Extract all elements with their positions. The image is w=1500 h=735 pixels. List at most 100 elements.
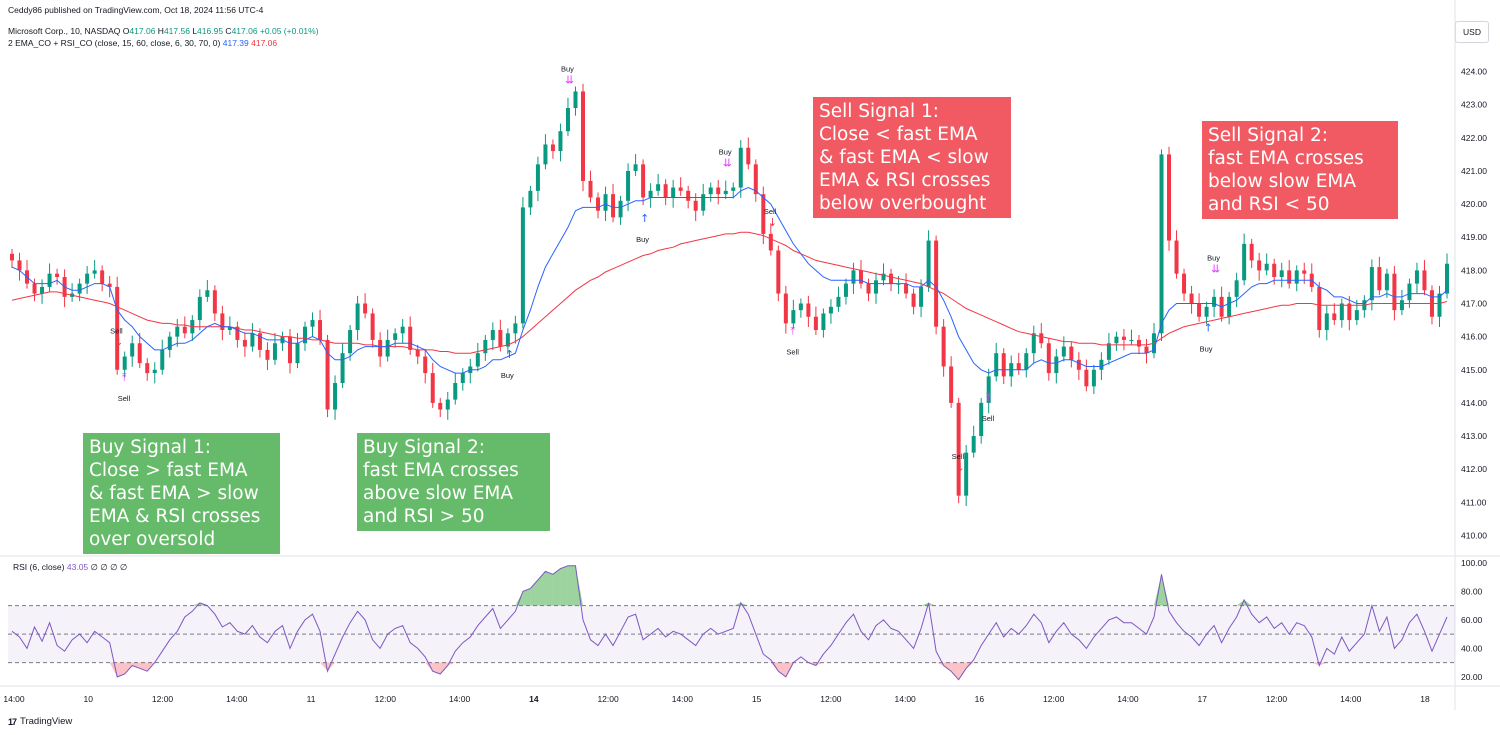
rsi-oversold-fill <box>447 662 456 666</box>
note-line: & fast EMA > slow <box>89 483 259 504</box>
candle-body <box>723 190 728 195</box>
tradingview-brand[interactable]: 17 TradingView <box>8 716 72 727</box>
candle-body <box>543 144 548 165</box>
candle-body <box>949 366 954 403</box>
candle-body <box>310 320 315 327</box>
candle-body <box>1339 303 1344 321</box>
candle-body <box>1279 270 1284 277</box>
candle-body <box>701 194 706 211</box>
candle-body <box>889 273 894 284</box>
time-tick-label: 14:00 <box>226 694 248 704</box>
candle-body <box>1234 280 1239 297</box>
price-tick-label: 416.00 <box>1461 332 1487 342</box>
time-tick-label: 14:00 <box>1340 694 1362 704</box>
symbol-legend[interactable]: Microsoft Corp., 10, NASDAQ O417.06 H417… <box>8 26 319 36</box>
candle-body <box>1369 267 1374 301</box>
indicator-legend[interactable]: 2 EMA_CO + RSI_CO (close, 15, 60, close,… <box>8 38 277 48</box>
time-tick-label: 12:00 <box>152 694 174 704</box>
candle-body <box>85 273 90 284</box>
candle-body <box>1294 270 1299 284</box>
candle-body <box>558 131 563 152</box>
candle-body <box>160 349 165 370</box>
fast-ema-line <box>11 186 1448 374</box>
candle-body <box>1001 353 1006 377</box>
buy-signal-label: Buy <box>501 371 514 380</box>
candle-body <box>693 200 698 211</box>
note-line: Close > fast EMA <box>89 460 248 481</box>
rsi-oversold-fill <box>958 662 967 680</box>
ohlc-high-value: 417.56 <box>163 26 190 36</box>
note-line: Buy Signal 1: <box>89 437 211 458</box>
rsi-oversold-fill <box>425 662 433 672</box>
tradingview-logo-icon: 17 <box>8 716 17 727</box>
note-line: and RSI > 50 <box>363 506 485 527</box>
time-tick-label: 17 <box>1197 694 1207 704</box>
price-tick-label: 424.00 <box>1461 67 1487 77</box>
candle-body <box>626 170 631 201</box>
note-line: Buy Signal 2: <box>363 437 485 458</box>
candle-body <box>866 283 871 294</box>
time-tick-label: 11 <box>307 694 316 704</box>
buy-signal-label: Buy <box>719 147 732 156</box>
candle-body <box>1167 154 1172 241</box>
candle-body <box>964 452 969 496</box>
indicator-name: 2 EMA_CO + RSI_CO (close, 15, 60, close,… <box>8 38 221 48</box>
price-tick-label: 420.00 <box>1461 199 1487 209</box>
rsi-oversold-fill <box>327 662 336 672</box>
price-tick-label: 422.00 <box>1461 133 1487 143</box>
candle-body <box>17 260 22 271</box>
rsi-legend[interactable]: RSI (6, close) 43.05 ∅ ∅ ∅ ∅ <box>13 562 127 573</box>
rsi-tick-label: 20.00 <box>1461 672 1483 682</box>
candle-body <box>47 273 52 287</box>
sell-signal-label: Sell <box>786 348 799 357</box>
rsi-extras: ∅ ∅ ∅ ∅ <box>90 562 128 572</box>
buy-signal-label: Buy <box>636 235 649 244</box>
rsi-overbought-fill <box>928 602 937 606</box>
candle-body <box>1197 303 1202 317</box>
candle-body <box>821 313 826 331</box>
note-line: fast EMA crosses <box>363 460 519 481</box>
candle-body <box>550 144 555 152</box>
rsi-oversold-fill <box>432 662 441 675</box>
candle-body <box>656 184 661 191</box>
candle-body <box>505 333 510 347</box>
candle-body <box>926 240 931 287</box>
candle-body <box>1144 346 1149 354</box>
buy-signal-label: Buy <box>561 65 574 74</box>
time-tick-label: 12:00 <box>820 694 842 704</box>
rsi-overbought-fill <box>522 588 531 606</box>
note-line: fast EMA crosses <box>1208 148 1364 169</box>
candle-body <box>333 383 338 410</box>
candle-body <box>1287 270 1292 284</box>
candle-body <box>904 283 909 294</box>
candle-body <box>1212 296 1217 307</box>
candle-body <box>708 187 713 195</box>
time-tick-label: 14:00 <box>672 694 694 704</box>
candle-body <box>145 363 150 374</box>
candle-body <box>686 190 691 201</box>
time-tick-label: 12:00 <box>597 694 619 704</box>
candle-body <box>618 200 623 218</box>
sell-signal-label: Sell <box>118 394 131 403</box>
price-tick-label: 415.00 <box>1461 365 1487 375</box>
candle-body <box>220 313 225 331</box>
candle-body <box>753 164 758 195</box>
candle-body <box>1242 243 1247 281</box>
buy-arrow-icon: ↑ <box>505 348 514 361</box>
time-tick-label: 18 <box>1420 694 1430 704</box>
publisher-caption: Ceddy86 published on TradingView.com, Oc… <box>8 5 264 15</box>
rsi-oversold-fill <box>770 662 779 672</box>
candle-body <box>182 326 187 334</box>
candle-body <box>1204 306 1209 317</box>
time-tick-label: 16 <box>975 694 985 704</box>
price-tick-label: 417.00 <box>1461 299 1487 309</box>
candle-body <box>415 349 420 357</box>
candle-body <box>986 376 991 403</box>
candle-body <box>535 164 540 191</box>
sell-signal-1-note: Sell Signal 1: Close < fast EMA & fast E… <box>813 97 1011 218</box>
candle-body <box>1046 343 1051 374</box>
currency-button[interactable]: USD <box>1455 21 1489 43</box>
candle-body <box>806 303 811 317</box>
rsi-oversold-fill <box>320 662 328 672</box>
